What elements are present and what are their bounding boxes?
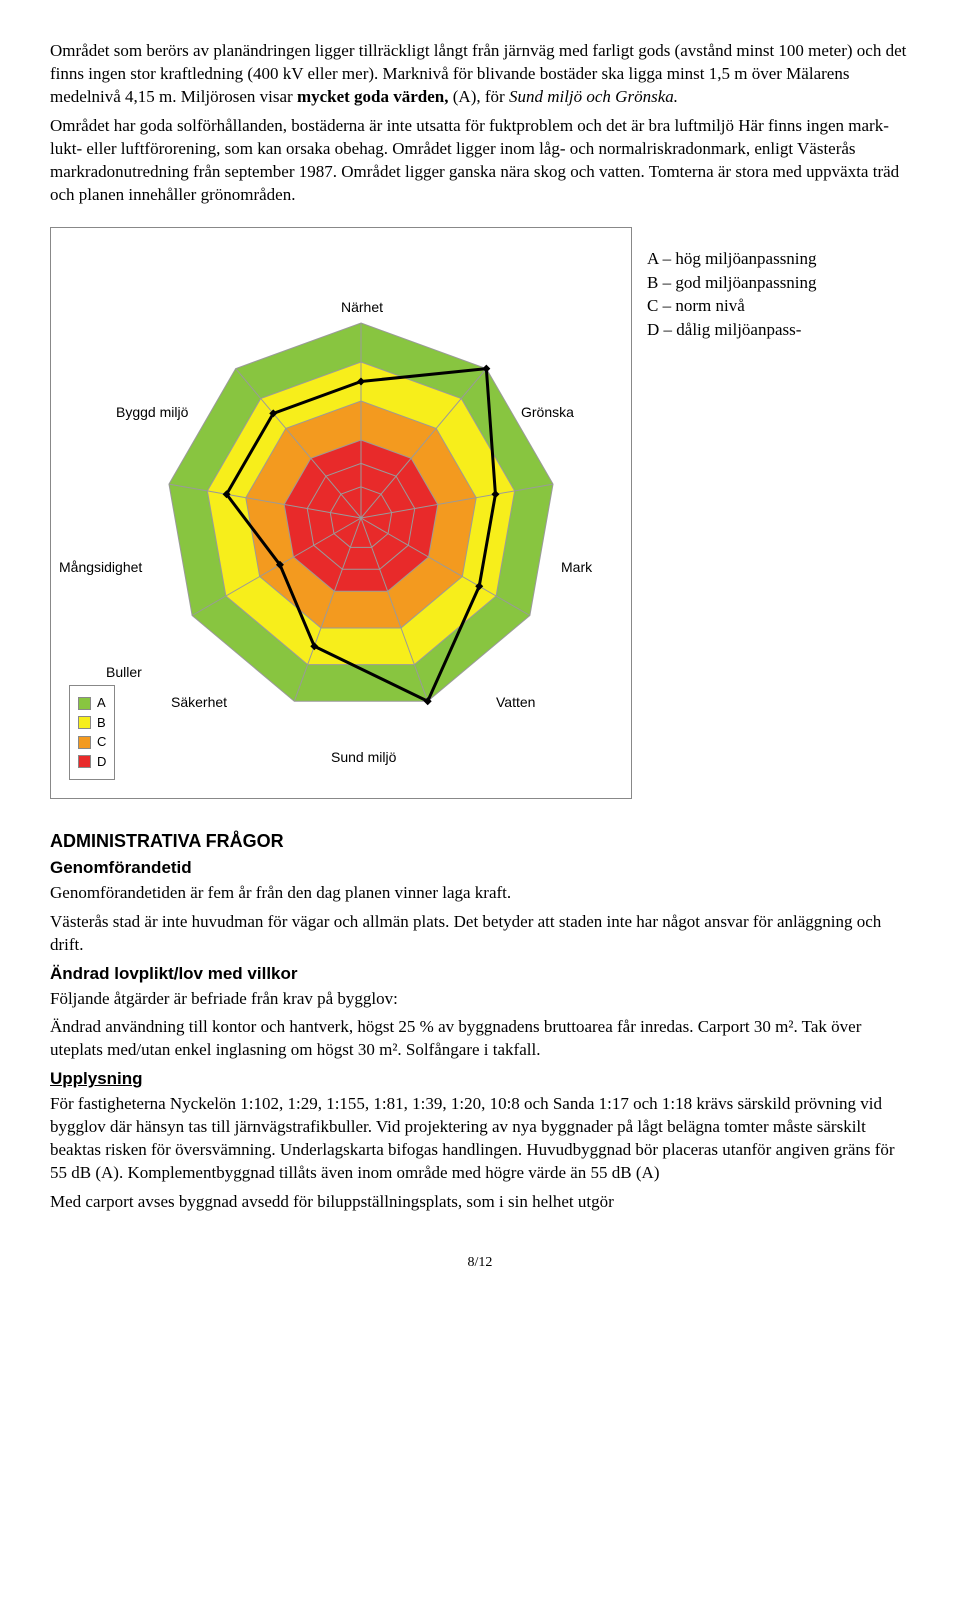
intro-para-2: Området har goda solförhållanden, bostäd… [50,115,910,207]
chart-row: Närhet Grönska Mark Vatten Sund miljö Säkerhe… [50,227,910,799]
axis-label: Närhet [341,298,383,317]
chart-legend: ABCD [69,685,115,779]
axis-label: Mångsidighet [59,558,142,577]
p1-italic: Sund miljö och Grönska. [509,87,678,106]
legend-b: B – god miljöanpassning [647,272,817,295]
axis-label: Vatten [496,693,535,712]
legend-row: D [78,753,106,771]
axis-label: Byggd miljö [116,403,188,422]
legend-label: D [97,753,106,771]
sub-genomforandetid: Genomförandetid [50,857,910,880]
legend-d: D – dålig miljöanpass- [647,319,817,342]
p-lov2: Ändrad användning till kontor och hantve… [50,1016,910,1062]
p-carport: Med carport avses byggnad avsedd för bil… [50,1191,910,1214]
legend-swatch [78,755,91,768]
legend-label: A [97,694,106,712]
p1-bold: mycket goda värden, [297,87,449,106]
p-lov1: Följande åtgärder är befriade från krav … [50,988,910,1011]
p1-after: (A), för [453,87,509,106]
axis-label: Mark [561,558,592,577]
legend-c: C – norm nivå [647,295,817,318]
legend-swatch [78,716,91,729]
p-admin2: Västerås stad är inte huvudman för vägar… [50,911,910,957]
p-upp: För fastigheterna Nyckelön 1:102, 1:29, … [50,1093,910,1185]
legend-row: B [78,714,106,732]
intro-para-1: Området som berörs av planändringen ligg… [50,40,910,109]
legend-label: C [97,733,106,751]
page-number: 8/12 [50,1254,910,1273]
axis-label: Grönska [521,403,574,422]
legend-swatch [78,697,91,710]
sub-lovplikt: Ändrad lovplikt/lov med villkor [50,963,910,986]
right-legend: A – hög miljöanpassning B – god miljöanp… [647,247,817,344]
axis-label: Säkerhet [171,693,227,712]
legend-row: A [78,694,106,712]
p-admin1: Genomförandetiden är fem år från den dag… [50,882,910,905]
legend-swatch [78,736,91,749]
axis-label: Sund miljö [331,748,396,767]
axis-label: Buller [106,663,142,682]
legend-label: B [97,714,106,732]
legend-row: C [78,733,106,751]
radar-chart: Närhet Grönska Mark Vatten Sund miljö Säkerhe… [50,227,632,799]
legend-a: A – hög miljöanpassning [647,248,817,271]
admin-heading: ADMINISTRATIVA FRÅGOR [50,829,910,853]
sub-upplysning: Upplysning [50,1068,910,1091]
